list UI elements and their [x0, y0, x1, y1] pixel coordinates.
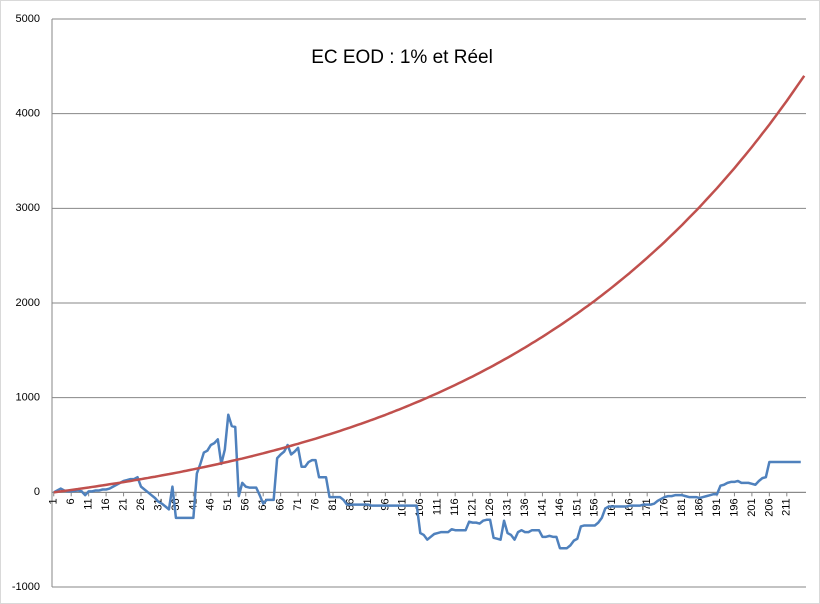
- x-tick-label: 141: [536, 498, 548, 516]
- x-tick-label: 181: [676, 498, 688, 516]
- x-tick-label: 26: [135, 498, 147, 510]
- x-tick-label: 186: [693, 498, 705, 516]
- x-tick-label: 101: [397, 498, 409, 516]
- y-tick-label: 4000: [16, 108, 40, 120]
- x-tick-label: 136: [519, 498, 531, 516]
- x-tick-label: 156: [589, 498, 601, 516]
- y-tick-label: 0: [34, 486, 40, 498]
- x-tick-label: 126: [484, 498, 496, 516]
- x-tick-label: 6: [65, 498, 77, 504]
- x-tick-label: 76: [309, 498, 321, 510]
- x-tick-label: 16: [100, 498, 112, 510]
- x-tick-label: 211: [781, 498, 793, 516]
- x-tick-label: 81: [327, 498, 339, 510]
- x-tick-label: 191: [711, 498, 723, 516]
- x-tick-label: 121: [467, 498, 479, 516]
- x-tick-label: 151: [571, 498, 583, 516]
- x-tick-label: 206: [763, 498, 775, 516]
- y-tick-label: 1000: [16, 392, 40, 404]
- y-tick-label: 2000: [16, 297, 40, 309]
- y-tick-label: 5000: [16, 13, 40, 25]
- x-tick-label: 166: [624, 498, 636, 516]
- y-tick-label: -1000: [12, 581, 40, 593]
- x-tick-label: 21: [117, 498, 129, 510]
- x-tick-label: 1: [48, 498, 60, 504]
- x-tick-label: 66: [275, 498, 287, 510]
- x-tick-label: 56: [240, 498, 252, 510]
- x-tick-label: 51: [222, 498, 234, 510]
- x-tick-label: 171: [641, 498, 653, 516]
- series-line: [53, 413, 801, 550]
- chart-title: EC EOD : 1% et Réel: [311, 47, 493, 68]
- x-tick-label: 46: [205, 498, 217, 510]
- x-tick-label: 71: [292, 498, 304, 510]
- series-line: [53, 75, 806, 494]
- x-tick-label: 116: [449, 498, 461, 516]
- x-tick-label: 11: [83, 498, 95, 509]
- x-tick-label: 31: [152, 498, 164, 510]
- x-tick-label: 111: [432, 498, 444, 515]
- x-tick-label: 146: [554, 498, 566, 516]
- x-tick-label: 176: [659, 498, 671, 516]
- x-tick-label: 201: [746, 498, 758, 516]
- x-tick-label: 196: [728, 498, 740, 516]
- y-tick-label: 3000: [16, 202, 40, 214]
- x-tick-label: 131: [501, 498, 513, 516]
